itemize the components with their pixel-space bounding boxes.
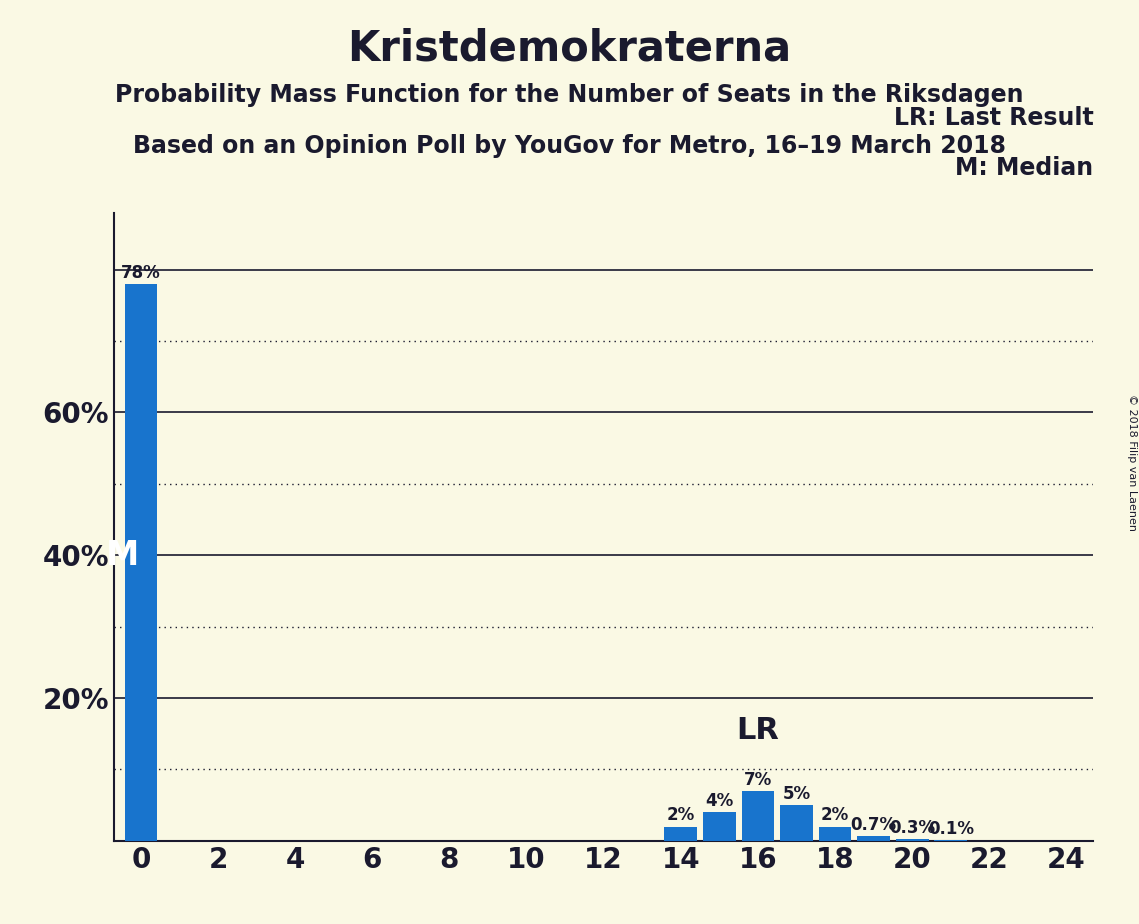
Bar <box>703 812 736 841</box>
Text: 78%: 78% <box>121 263 161 282</box>
Text: 0.3%: 0.3% <box>890 819 935 836</box>
Bar <box>664 827 697 841</box>
Bar <box>741 791 775 841</box>
Text: 2%: 2% <box>821 807 850 824</box>
Text: Probability Mass Function for the Number of Seats in the Riksdagen: Probability Mass Function for the Number… <box>115 83 1024 107</box>
Text: Based on an Opinion Poll by YouGov for Metro, 16–19 March 2018: Based on an Opinion Poll by YouGov for M… <box>133 134 1006 158</box>
Bar <box>858 836 890 841</box>
Bar <box>124 284 157 841</box>
Text: LR: LR <box>737 716 779 745</box>
Bar <box>895 839 928 841</box>
Text: Kristdemokraterna: Kristdemokraterna <box>347 28 792 69</box>
Text: 2%: 2% <box>666 807 695 824</box>
Text: LR: Last Result: LR: Last Result <box>894 105 1093 129</box>
Text: M: M <box>106 539 139 572</box>
Bar <box>780 805 813 841</box>
Text: 0.7%: 0.7% <box>851 816 896 833</box>
Text: 7%: 7% <box>744 771 772 789</box>
Text: 5%: 5% <box>782 785 811 803</box>
Bar <box>819 827 852 841</box>
Text: 0.1%: 0.1% <box>928 820 974 838</box>
Text: © 2018 Filip van Laenen: © 2018 Filip van Laenen <box>1126 394 1137 530</box>
Text: 4%: 4% <box>705 792 734 810</box>
Text: M: Median: M: Median <box>956 156 1093 180</box>
